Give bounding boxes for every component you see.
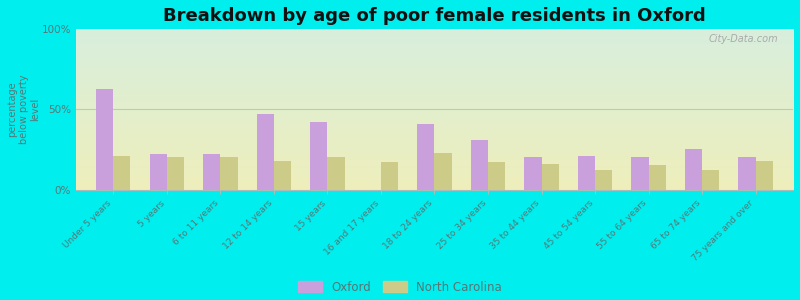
Bar xyxy=(381,162,398,190)
Bar xyxy=(418,124,434,190)
Bar xyxy=(578,156,595,190)
Legend: Oxford, North Carolina: Oxford, North Carolina xyxy=(294,277,506,297)
Bar xyxy=(595,170,612,190)
Bar xyxy=(631,158,649,190)
Bar xyxy=(702,170,719,190)
Text: City-Data.com: City-Data.com xyxy=(709,34,778,44)
Bar xyxy=(685,149,702,190)
Bar xyxy=(310,122,327,190)
Bar xyxy=(471,140,488,190)
Bar xyxy=(524,158,542,190)
Bar xyxy=(203,154,220,190)
Bar xyxy=(738,158,755,190)
Bar xyxy=(167,158,184,190)
Bar xyxy=(220,158,238,190)
Bar xyxy=(114,156,130,190)
Bar xyxy=(96,88,114,190)
Bar xyxy=(649,166,666,190)
Bar xyxy=(327,158,345,190)
Title: Breakdown by age of poor female residents in Oxford: Breakdown by age of poor female resident… xyxy=(163,7,706,25)
Bar xyxy=(488,162,505,190)
Bar xyxy=(434,153,452,190)
Bar xyxy=(274,161,291,190)
Bar xyxy=(150,154,167,190)
Bar xyxy=(257,114,274,190)
Bar xyxy=(755,161,773,190)
Bar xyxy=(542,164,558,190)
Y-axis label: percentage
below poverty
level: percentage below poverty level xyxy=(7,75,40,144)
